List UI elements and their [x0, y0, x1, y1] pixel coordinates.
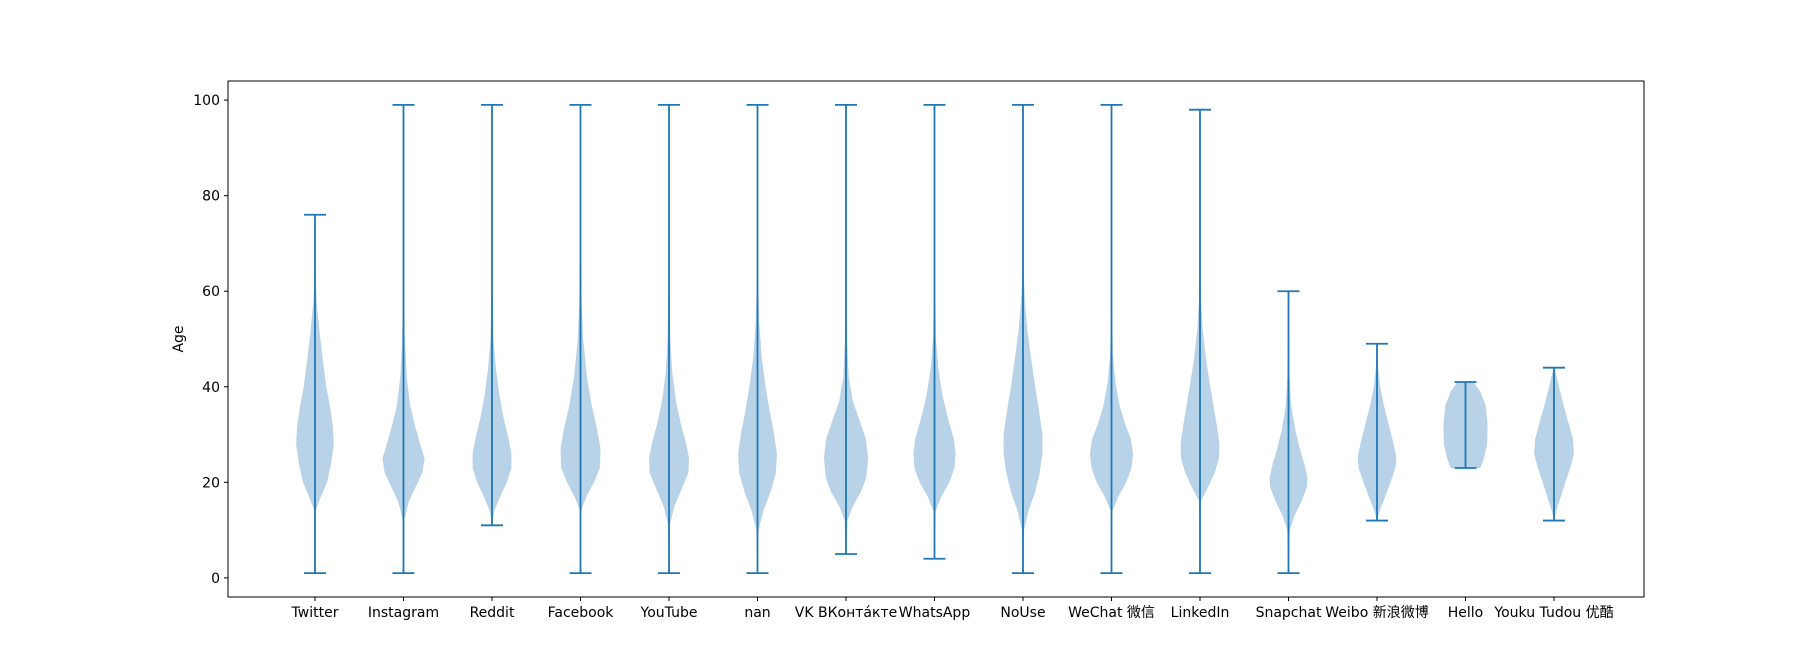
y-tick-label: 20	[202, 475, 220, 491]
violin-group	[649, 103, 689, 575]
x-tick-label: Hello	[1448, 605, 1484, 621]
y-tick-label: 40	[202, 380, 220, 396]
violin-group	[1443, 381, 1488, 469]
violin-group	[913, 103, 956, 560]
y-tick-label: 100	[193, 93, 220, 109]
violin-group	[382, 103, 425, 575]
x-tick-label: WeChat 微信	[1068, 605, 1155, 621]
x-tick-label: Snapchat	[1256, 605, 1322, 621]
x-tick-label: NoUse	[1000, 605, 1045, 621]
y-axis-label: Age	[171, 325, 187, 352]
violin-group	[738, 103, 777, 575]
x-tick-label: Reddit	[470, 605, 515, 621]
violin-group	[560, 103, 601, 575]
x-tick-label: Facebook	[548, 605, 615, 621]
x-tick-label: nan	[744, 605, 770, 621]
x-tick-label: Youku Tudou 优酷	[1493, 605, 1613, 621]
violin-group	[1357, 342, 1397, 522]
x-tick-label: Weibo 新浪微博	[1325, 604, 1428, 621]
y-tick-label: 80	[202, 189, 220, 205]
violin-group	[1534, 366, 1574, 522]
violin-group	[823, 103, 869, 555]
violin-group	[1180, 108, 1220, 575]
x-tick-label: Instagram	[368, 605, 439, 621]
x-tick-label: Twitter	[291, 605, 339, 621]
x-tick-label: WhatsApp	[899, 605, 971, 621]
x-tick-label: VK ВКонта́кте	[795, 605, 897, 621]
x-tick-label: LinkedIn	[1171, 605, 1230, 621]
violin-group	[296, 213, 334, 575]
violin-group	[472, 103, 512, 527]
violin-group	[1003, 103, 1043, 575]
plot-area	[227, 80, 1645, 598]
y-tick-label: 0	[211, 571, 220, 587]
y-axis: 0 20 40 60 80 100	[193, 93, 228, 587]
x-axis: Twitter Instagram Reddit Facebook YouTube nan…	[291, 597, 1614, 621]
violins-layer	[296, 103, 1574, 575]
y-tick-label: 60	[202, 284, 220, 300]
violin-group	[1089, 103, 1134, 575]
x-tick-label: YouTube	[640, 605, 698, 621]
violin-group	[1269, 290, 1308, 575]
